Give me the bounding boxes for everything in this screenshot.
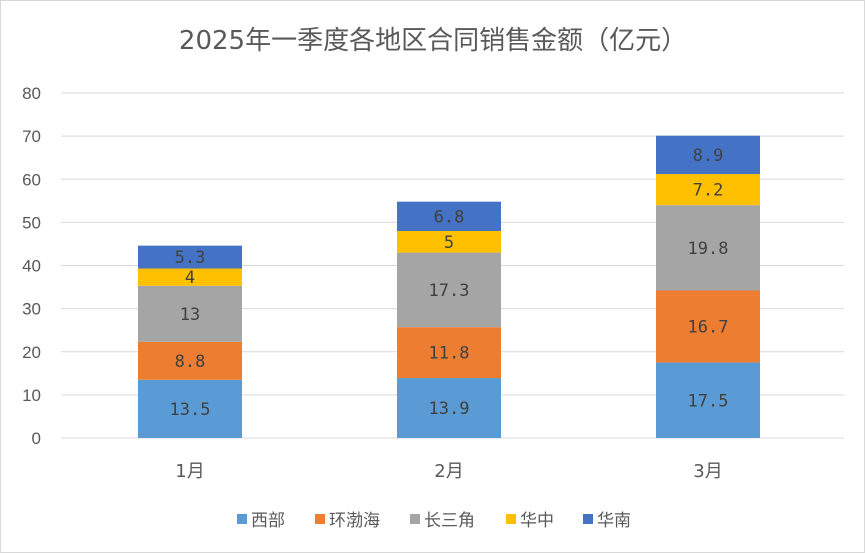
legend: 西部 环渤海 长三角 华中 华南 [237,511,631,531]
y-tick-label: 0 [32,429,41,448]
legend-swatch [237,514,247,524]
legend-swatch [315,514,325,524]
data-label: 4 [185,268,195,288]
y-tick-label: 80 [22,84,41,103]
data-label: 16.7 [688,318,729,338]
bar-segment [138,379,242,438]
y-tick-label: 60 [22,170,41,189]
x-axis-ticks: 1月 2月 3月 [175,461,722,482]
bar-segment [138,285,242,342]
bar-segment [656,135,760,175]
x-tick-label: 3月 [693,461,722,482]
bar-segment [397,231,501,253]
data-label: 13.9 [429,399,470,419]
bar-segment [397,252,501,328]
chart-title: 2025年一季度各地区合同销售金额（亿元） [179,26,687,56]
y-tick-label: 50 [22,213,41,232]
data-label: 6.8 [434,207,465,227]
bar-segment [138,245,242,269]
data-label: 17.5 [688,391,729,411]
y-tick-label: 20 [22,343,41,362]
legend-label: 西部 [251,511,285,531]
y-tick-label: 10 [22,386,41,405]
data-label: 8.9 [693,146,724,166]
bar-segment [397,327,501,379]
bar-segment [138,268,242,286]
legend-label: 环渤海 [329,511,380,531]
y-tick-label: 70 [22,127,41,146]
data-label: 7.2 [693,181,724,201]
bar-segment [656,205,760,291]
bar-segment [397,201,501,231]
legend-swatch [506,514,516,524]
bars [138,135,760,438]
bar-segment [656,362,760,438]
y-axis-ticks: 0 10 20 30 40 50 60 70 80 [22,84,41,448]
data-label: 5 [444,233,454,253]
bar-segment [397,378,501,438]
x-tick-label: 1月 [175,461,204,482]
bar-segment [656,174,760,206]
data-label: 13.5 [170,400,211,420]
data-label: 5.3 [175,248,206,268]
bar-segment [138,341,242,380]
data-label: 17.3 [429,281,470,301]
legend-swatch [583,514,593,524]
data-label: 11.8 [429,344,470,364]
data-labels: 13.5 8.8 13 45.3 13.9 11.8 17.3 5 6.8 17.5 16.7 19.… [170,146,729,420]
legend-swatch [410,514,420,524]
legend-label: 华南 [597,511,631,531]
y-tick-label: 40 [22,257,41,276]
legend-label: 长三角 [424,511,475,531]
bar-segment [656,290,760,363]
y-tick-label: 30 [22,300,41,319]
legend-label: 华中 [520,511,554,531]
x-tick-label: 2月 [434,461,463,482]
data-label: 19.8 [688,239,729,259]
data-label: 8.8 [175,352,206,372]
data-label: 13 [180,305,200,325]
